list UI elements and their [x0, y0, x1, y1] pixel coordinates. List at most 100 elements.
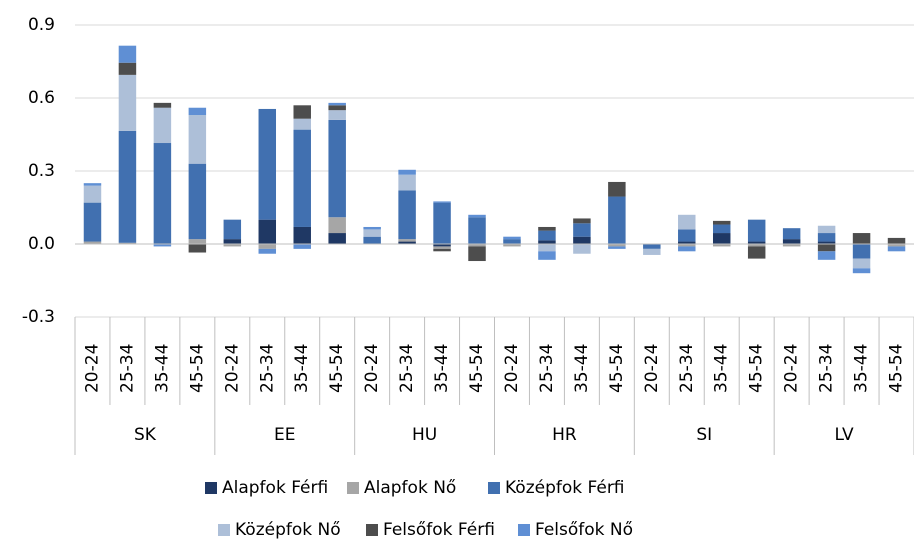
bar-segment — [363, 229, 381, 237]
bar-segment — [223, 244, 242, 247]
bar-segment — [887, 246, 906, 252]
bar-segment — [433, 201, 451, 203]
x-tick-label: 25-34 — [817, 344, 837, 393]
x-tick-label: 35-44 — [152, 344, 172, 393]
x-tick-label: 25-34 — [117, 344, 137, 393]
bar-segment — [433, 202, 451, 244]
bar-segment — [817, 251, 836, 260]
bar-segment — [573, 244, 591, 254]
bar-segment — [782, 239, 801, 244]
legend-swatch — [518, 524, 530, 536]
bar-segment — [258, 108, 277, 220]
bar-segment — [153, 143, 172, 244]
x-tick-label: 35-44 — [572, 344, 592, 393]
bar-segment — [538, 230, 556, 241]
bar-segment — [398, 169, 416, 175]
bar-segment — [433, 244, 451, 247]
bar-segment — [608, 246, 626, 249]
bar-segment — [398, 239, 416, 242]
bar-segment — [328, 233, 346, 244]
group-label: SK — [134, 425, 157, 445]
legend-label: Felsőfok Nő — [535, 520, 633, 540]
bar-segment — [223, 219, 242, 240]
bar-segment — [573, 236, 591, 244]
bar-segment — [258, 244, 277, 249]
bar-segment — [328, 105, 346, 111]
bar-segment — [118, 242, 137, 244]
bar-segment — [887, 244, 906, 247]
bar-segment — [782, 244, 801, 247]
x-tick-label: 20-24 — [502, 344, 522, 393]
bar-segment — [293, 226, 311, 244]
bar-segment — [433, 248, 451, 252]
bar-segment — [817, 244, 836, 252]
bar-segment — [712, 244, 731, 247]
y-tick-label: 0.6 — [28, 88, 55, 108]
bar-segment — [363, 226, 381, 230]
bar-segment — [398, 190, 416, 240]
group-label: SI — [696, 425, 712, 445]
x-tick-label: 45-54 — [887, 344, 907, 393]
bar-segment — [293, 244, 311, 249]
bar-segment — [712, 233, 731, 244]
x-tick-label: 20-24 — [222, 344, 242, 393]
bar-segment — [468, 214, 486, 218]
y-tick-label: 0.0 — [28, 234, 55, 254]
legend-label: Középfok Férfi — [505, 478, 625, 498]
bar-segment — [83, 241, 102, 244]
bar-segment — [678, 244, 696, 247]
bar-segment — [747, 219, 766, 242]
x-tick-label: 35-44 — [292, 344, 312, 393]
group-label: HR — [552, 425, 577, 445]
bar-segment — [293, 118, 311, 130]
x-tick-label: 35-44 — [432, 344, 452, 393]
bar-segment — [538, 240, 556, 244]
bar-segment — [433, 246, 451, 249]
x-tick-label: 45-54 — [747, 344, 767, 393]
bar-segment — [468, 244, 486, 247]
legend-label: Felsőfok Férfi — [383, 520, 495, 540]
bar-segment — [782, 228, 801, 240]
bar-segment — [188, 244, 207, 253]
bar-segment — [747, 246, 766, 259]
legend-swatch — [488, 482, 500, 494]
x-tick-label: 35-44 — [852, 344, 872, 393]
bar-segment — [153, 102, 172, 108]
bar-segment — [678, 229, 696, 242]
bar-segment — [573, 218, 591, 224]
bar-segment — [363, 236, 381, 244]
x-tick-label: 35-44 — [712, 344, 732, 393]
bar-segment — [643, 244, 661, 249]
x-tick-label: 45-54 — [327, 344, 347, 393]
bar-segment — [608, 181, 626, 197]
group-label: LV — [834, 425, 854, 445]
bar-segment — [538, 244, 556, 252]
bar-segment — [223, 239, 242, 244]
bar-segment — [118, 62, 137, 75]
bar-segment — [188, 115, 207, 164]
bar-segment — [188, 239, 207, 244]
bar-segment — [852, 244, 871, 259]
x-tick-label: 20-24 — [642, 344, 662, 393]
bar-segment — [678, 214, 696, 230]
bar-segment — [153, 107, 172, 144]
x-tick-label: 45-54 — [607, 344, 627, 393]
bar-segment — [608, 244, 626, 247]
bar-segment — [328, 217, 346, 234]
x-tick-label: 20-24 — [782, 344, 802, 393]
bar-segment — [118, 45, 137, 63]
x-tick-label: 25-34 — [537, 344, 557, 393]
bar-segment — [503, 236, 521, 240]
bar-segment — [817, 241, 836, 244]
bar-segment — [538, 251, 556, 260]
bar-segment — [678, 246, 696, 252]
bar-segment — [852, 268, 871, 274]
legend-label: Alapfok Férfi — [222, 478, 328, 498]
bar-segment — [83, 183, 102, 186]
bar-segment — [608, 196, 626, 244]
bar-segment — [817, 225, 836, 234]
bar-segment — [118, 130, 137, 243]
bar-segment — [83, 185, 102, 203]
y-tick-label: -0.3 — [22, 307, 55, 327]
